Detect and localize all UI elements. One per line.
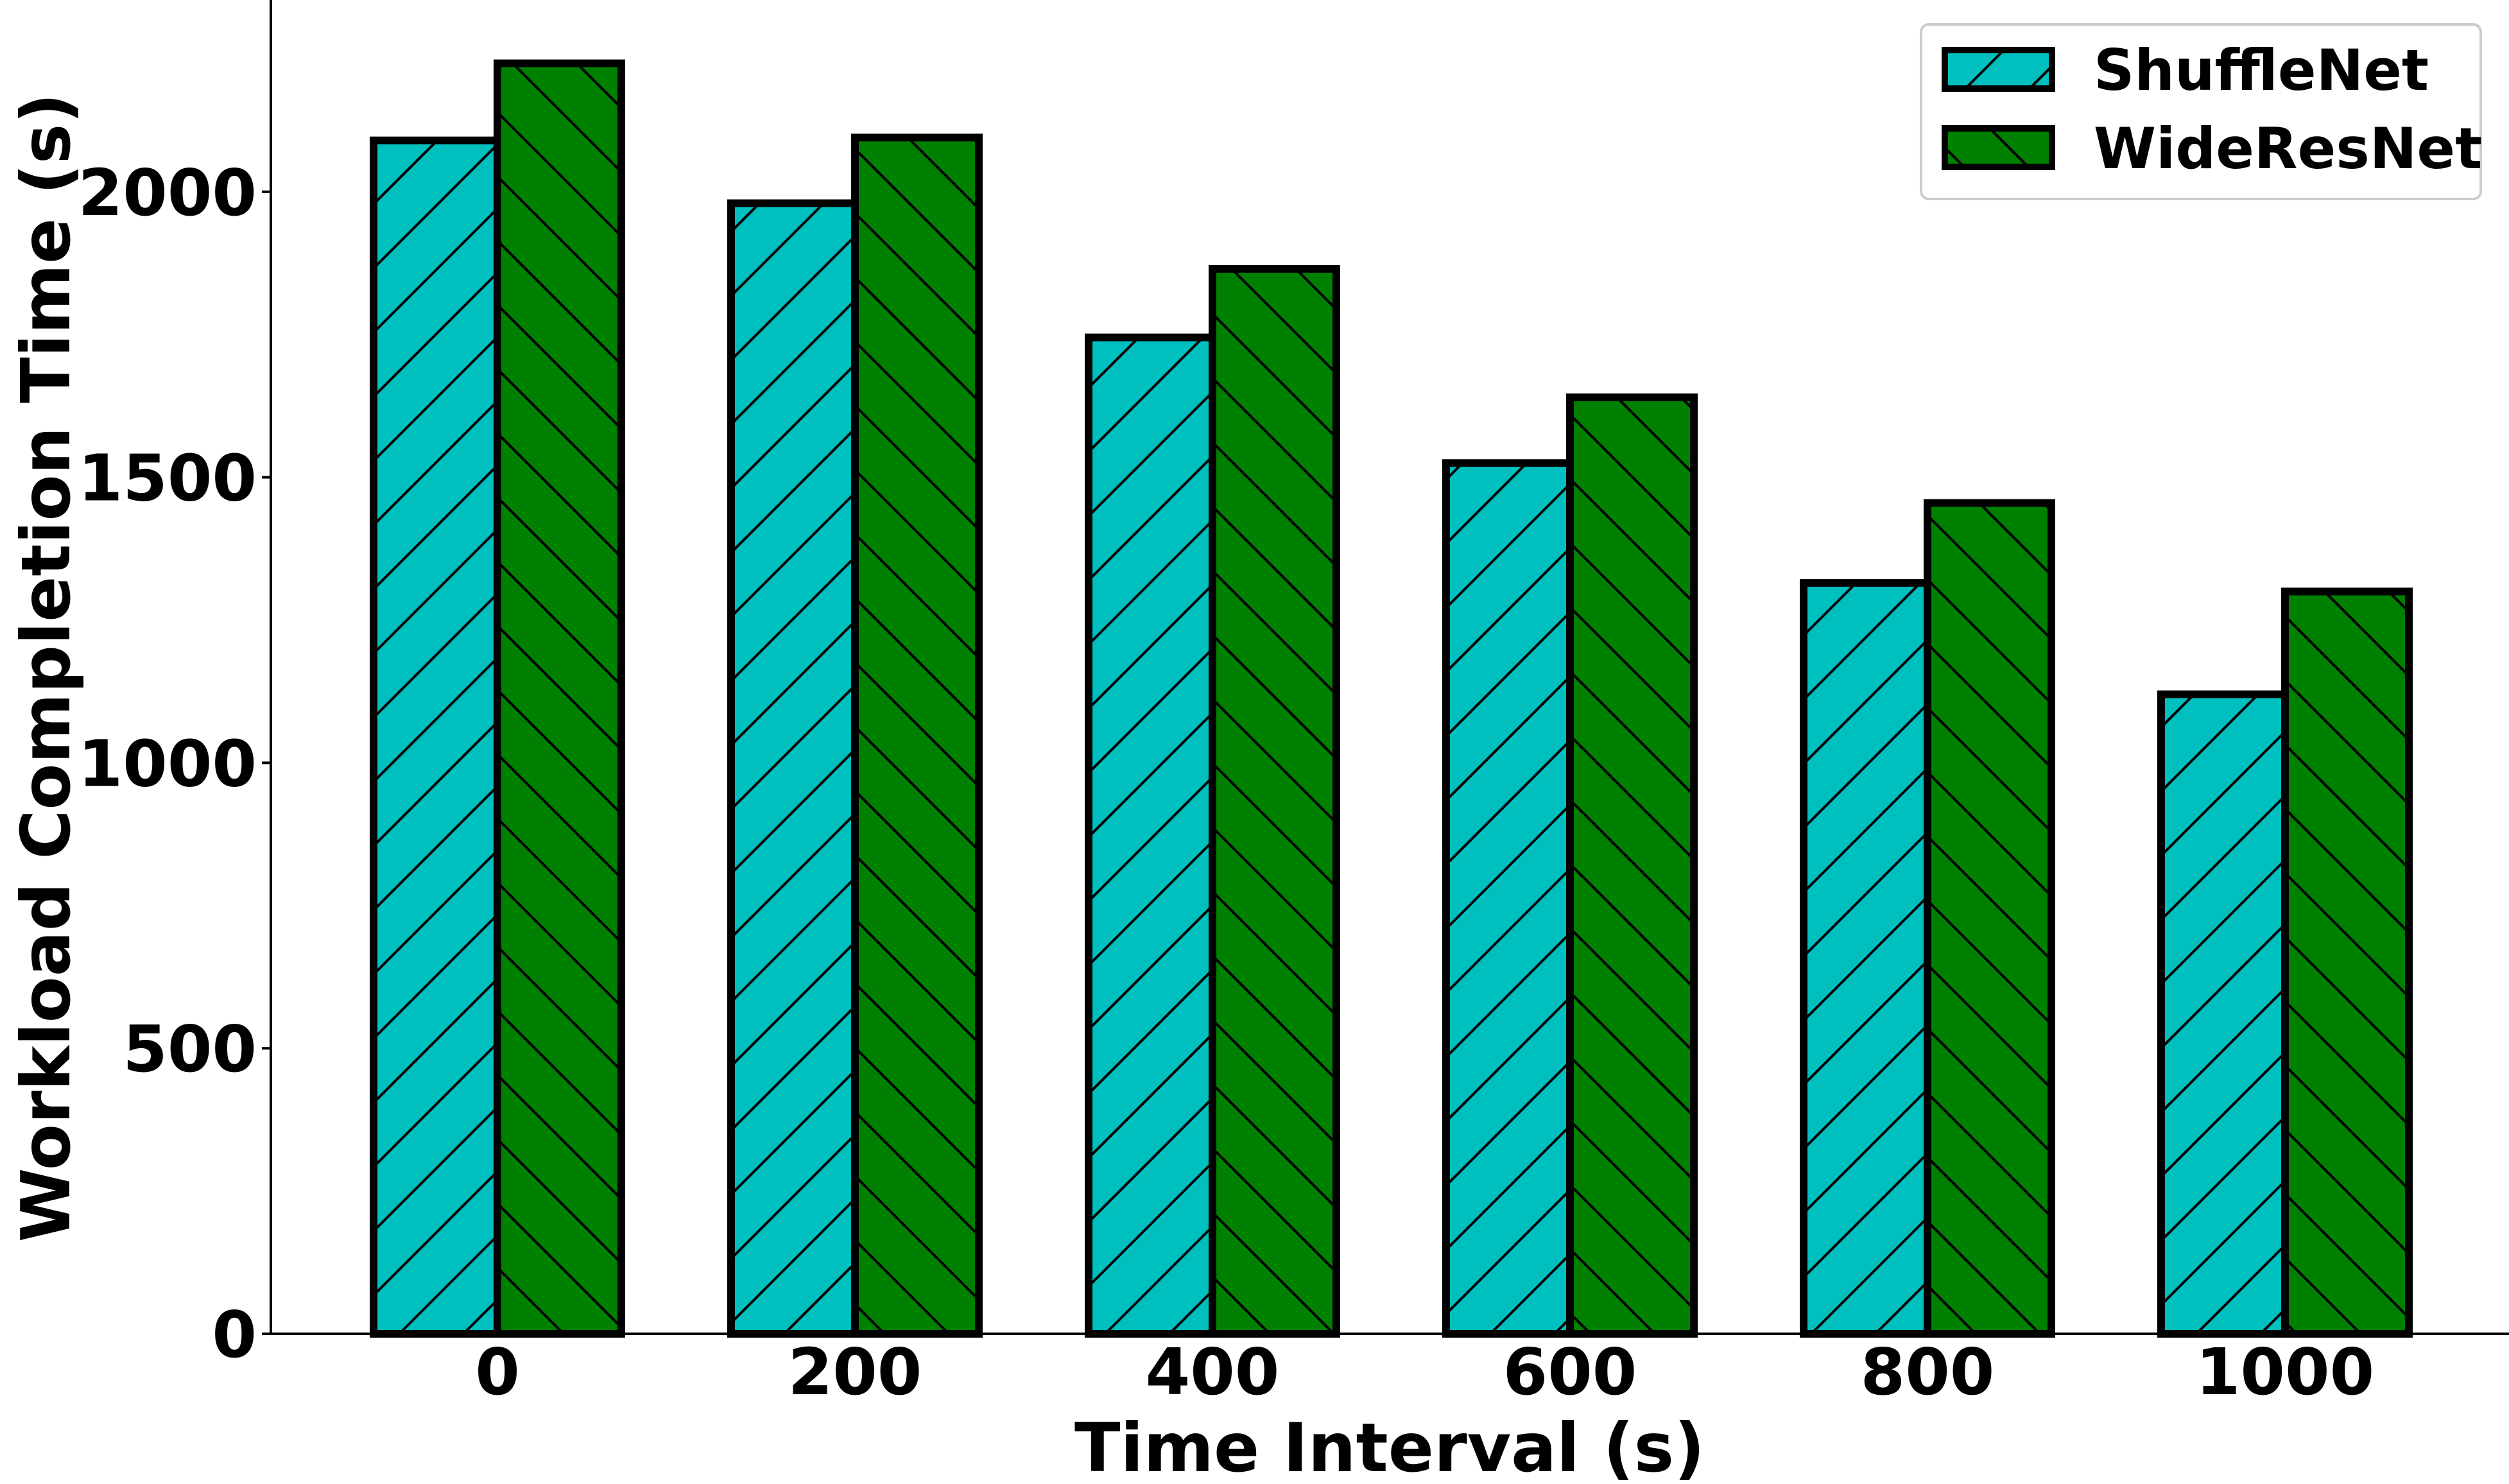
legend-label-wideresnet: WideResNet — [2094, 116, 2482, 182]
legend: ShuffleNet WideResNet — [1920, 23, 2482, 200]
bar-wideresnet-400 — [1209, 264, 1340, 1338]
bar-wideresnet-600 — [1566, 393, 1698, 1338]
y-tick-label: 1000 — [78, 726, 257, 801]
y-tick-label: 500 — [123, 1012, 257, 1087]
bar-shufflenet-0 — [370, 136, 501, 1338]
y-ticks: 0 500 1000 1500 2000 — [78, 155, 271, 1372]
x-tick-label: 0 — [475, 1334, 520, 1410]
legend-label-shufflenet: ShuffleNet — [2094, 37, 2429, 103]
bar-wideresnet-0 — [494, 59, 625, 1338]
bars-layer — [370, 59, 2413, 1338]
x-axis-label: Time Interval (s) — [1074, 1409, 1705, 1484]
y-tick-label: 0 — [212, 1297, 257, 1372]
x-tick-label: 200 — [788, 1334, 922, 1410]
bar-shufflenet-800 — [1800, 579, 1931, 1338]
x-tick-label: 800 — [1861, 1334, 1995, 1410]
y-tick-label: 1500 — [78, 441, 257, 516]
bar-shufflenet-200 — [727, 199, 859, 1338]
x-tick-label: 600 — [1503, 1334, 1637, 1410]
bar-wideresnet-1000 — [2281, 587, 2413, 1338]
bar-wideresnet-200 — [851, 134, 983, 1338]
x-tick-label: 400 — [1146, 1334, 1280, 1410]
y-axis-label: Workload Completion Time (s) — [7, 93, 85, 1242]
x-tick-label: 1000 — [2196, 1334, 2374, 1410]
bar-shufflenet-600 — [1442, 459, 1574, 1338]
legend-swatch-shufflenet — [1942, 47, 2055, 92]
bar-shufflenet-400 — [1085, 333, 1216, 1338]
legend-swatch-wideresnet — [1942, 125, 2055, 170]
y-tick-label: 2000 — [78, 155, 257, 230]
bar-wideresnet-800 — [1924, 499, 2055, 1338]
axes — [270, 0, 2509, 1335]
legend-frame — [1920, 23, 2482, 200]
x-ticks: 0 200 400 600 800 1000 — [475, 1334, 2374, 1410]
bar-shufflenet-1000 — [2157, 690, 2289, 1338]
